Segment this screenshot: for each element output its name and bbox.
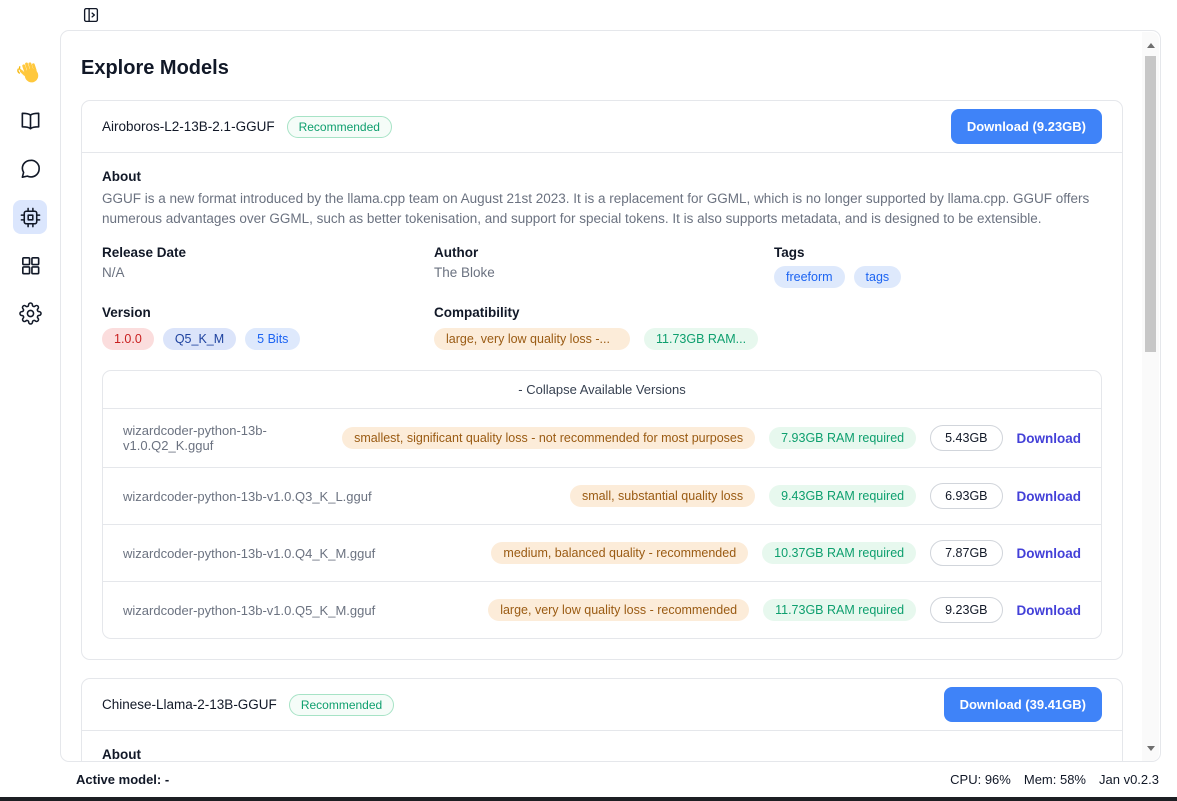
ram-badge: 9.43GB RAM required	[769, 485, 917, 508]
recommended-badge: Recommended	[288, 693, 395, 716]
ram-badge: 11.73GB RAM...	[644, 328, 759, 351]
quality-badge: small, substantial quality loss	[569, 485, 756, 508]
release-date-label: Release Date	[102, 245, 187, 261]
scroll-down-arrow[interactable]	[1142, 741, 1159, 755]
file-size-chip: 5.43GB	[930, 425, 1003, 452]
about-label: About	[102, 169, 141, 184]
sidebar-item-explore-models[interactable]	[13, 200, 47, 234]
about-label: About	[102, 747, 141, 762]
explore-models-panel: Explore Models Airoboros-L2-13B-2.1-GGUF…	[60, 30, 1161, 762]
version-row: wizardcoder-python-13b-v1.0.Q4_K_M.gguf …	[103, 524, 1101, 581]
file-size-chip: 9.23GB	[930, 597, 1003, 624]
model-name: Chinese-Llama-2-13B-GGUF	[102, 697, 277, 713]
version-row: wizardcoder-python-13b-v1.0.Q5_K_M.gguf …	[103, 581, 1101, 638]
ram-badge: 7.93GB RAM required	[769, 427, 917, 450]
version-filename: wizardcoder-python-13b-v1.0.Q4_K_M.gguf	[123, 545, 376, 561]
sidebar-item-welcome[interactable]	[13, 56, 47, 90]
sidebar-item-guides[interactable]	[13, 104, 47, 138]
model-card-chinese-llama: Chinese-Llama-2-13B-GGUF Recommended Dow…	[81, 678, 1123, 762]
mem-usage: Mem: 58%	[1023, 772, 1086, 787]
model-name: Airoboros-L2-13B-2.1-GGUF	[102, 119, 275, 134]
status-bar: Active model: - CPU: 96% Mem: 58% Jan v0…	[60, 762, 1161, 797]
sidebar-ribbon	[0, 0, 60, 797]
tag-badge: tags	[853, 266, 902, 289]
book-icon	[19, 110, 42, 133]
model-card-header: Chinese-Llama-2-13B-GGUF Recommended Dow…	[82, 679, 1122, 732]
bits-badge: 5 Bits	[245, 328, 301, 351]
sidebar-item-my-models[interactable]	[13, 248, 47, 282]
download-model-button[interactable]: Download (39.41GB)	[943, 687, 1102, 723]
waving-hand-icon	[17, 60, 43, 86]
download-model-button[interactable]: Download (9.23GB)	[950, 109, 1102, 144]
version-row: wizardcoder-python-13b-v1.0.Q2_K.gguf sm…	[103, 408, 1101, 467]
quality-badge: large, very low quality loss -...	[434, 328, 630, 351]
top-bar	[60, 0, 1161, 30]
tag-badge: freeform	[774, 266, 845, 289]
release-date-value: N/A	[102, 265, 125, 281]
quant-badge: Q5_K_M	[162, 328, 237, 351]
cpu-chip-icon	[19, 206, 42, 229]
file-size-chip: 7.87GB	[930, 540, 1003, 567]
version-badge: 1.0.0	[102, 328, 154, 351]
os-taskbar-edge	[0, 797, 1177, 801]
file-size-chip: 6.93GB	[930, 483, 1003, 510]
panel-expand-right-icon[interactable]	[82, 5, 102, 25]
author-value: The Bloke	[434, 265, 495, 281]
version-row: wizardcoder-python-13b-v1.0.Q3_K_L.gguf …	[103, 467, 1101, 524]
sidebar-item-chat[interactable]	[13, 152, 47, 186]
quality-badge: medium, balanced quality - recommended	[491, 542, 749, 565]
grid-icon	[19, 254, 42, 277]
version-filename: wizardcoder-python-13b-v1.0.Q5_K_M.gguf	[123, 602, 376, 618]
version-filename: wizardcoder-python-13b-v1.0.Q3_K_L.gguf	[123, 488, 372, 504]
version-label: Version	[102, 305, 151, 321]
download-version-link[interactable]: Download	[1016, 545, 1082, 561]
download-version-link[interactable]: Download	[1016, 488, 1082, 504]
about-text: GGUF is a new format introduced by the l…	[102, 191, 1090, 226]
ram-badge: 11.73GB RAM required	[763, 599, 917, 622]
recommended-badge: Recommended	[286, 115, 392, 138]
app-version: Jan v0.2.3	[1099, 772, 1159, 787]
gear-icon	[18, 301, 42, 325]
ram-badge: 10.37GB RAM required	[762, 542, 917, 565]
scrollbar-thumb[interactable]	[1145, 56, 1156, 352]
sidebar-item-settings[interactable]	[13, 296, 47, 330]
active-model-status: Active model: -	[76, 772, 170, 787]
version-filename: wizardcoder-python-13b-v1.0.Q2_K.gguf	[123, 423, 267, 454]
quality-badge: smallest, significant quality loss - not…	[342, 427, 756, 450]
page-title: Explore Models	[81, 57, 229, 79]
quality-badge: large, very low quality loss - recommend…	[488, 599, 750, 622]
tags-label: Tags	[774, 245, 805, 261]
vertical-scrollbar[interactable]	[1142, 32, 1159, 761]
model-card-header: Airoboros-L2-13B-2.1-GGUF Recommended Do…	[82, 101, 1122, 153]
download-version-link[interactable]: Download	[1016, 602, 1082, 618]
scroll-up-arrow[interactable]	[1142, 38, 1159, 52]
compatibility-label: Compatibility	[434, 305, 520, 321]
author-label: Author	[434, 245, 479, 261]
download-version-link[interactable]: Download	[1016, 430, 1082, 446]
available-versions-table: - Collapse Available Versions wizardcode…	[102, 370, 1102, 640]
model-card-airoboros: Airoboros-L2-13B-2.1-GGUF Recommended Do…	[81, 100, 1123, 661]
chat-bubble-icon	[19, 158, 42, 181]
cpu-usage: CPU: 96%	[950, 772, 1011, 787]
collapse-versions-toggle[interactable]: - Collapse Available Versions	[518, 382, 686, 398]
